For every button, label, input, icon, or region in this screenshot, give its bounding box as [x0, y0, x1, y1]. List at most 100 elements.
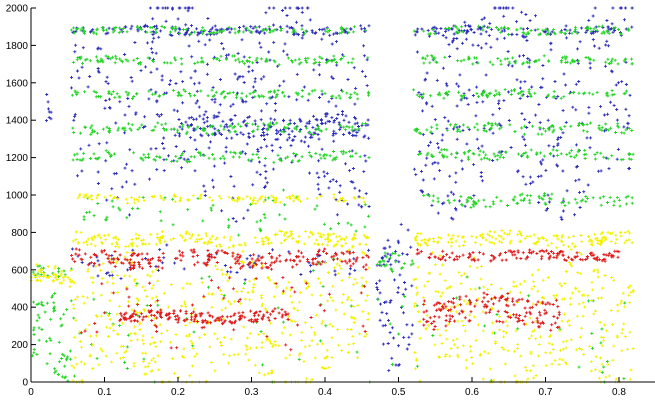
- data-point-green: [259, 57, 263, 61]
- data-point-green: [232, 150, 236, 154]
- data-point-green: [218, 59, 222, 62]
- data-point-green: [584, 152, 588, 156]
- data-point-blue: [591, 14, 595, 18]
- data-point-yellow: [243, 297, 247, 301]
- data-point-yellow: [581, 301, 585, 305]
- data-point-blue: [594, 25, 598, 29]
- data-point-blue: [144, 65, 148, 69]
- data-point-blue: [587, 105, 591, 109]
- data-point-green: [211, 124, 215, 128]
- data-point-blue: [389, 299, 393, 302]
- data-point-green: [453, 24, 457, 28]
- data-point-yellow: [349, 328, 353, 331]
- data-point-yellow: [508, 290, 512, 294]
- data-point-yellow: [129, 339, 133, 343]
- data-point-yellow: [503, 231, 507, 235]
- data-point-green: [333, 157, 337, 161]
- data-point-yellow: [342, 312, 346, 316]
- data-point-green: [597, 24, 601, 28]
- data-point-green: [520, 154, 524, 158]
- data-point-blue: [407, 343, 411, 347]
- data-point-yellow: [443, 279, 447, 283]
- data-point-green: [48, 352, 52, 356]
- data-point-blue: [229, 104, 233, 108]
- data-point-green: [599, 203, 603, 207]
- data-point-blue: [561, 209, 565, 213]
- data-point-yellow: [272, 295, 276, 299]
- data-point-red: [280, 315, 284, 319]
- data-point-blue: [396, 291, 400, 294]
- data-point-green: [504, 150, 507, 154]
- data-point-yellow: [553, 358, 557, 362]
- data-point-yellow: [222, 336, 226, 339]
- data-point-green: [293, 58, 297, 62]
- data-point-yellow: [99, 236, 103, 240]
- data-point-green: [193, 93, 196, 97]
- data-point-green: [80, 158, 84, 162]
- data-point-blue: [334, 198, 338, 202]
- data-point-yellow: [166, 305, 170, 309]
- data-point-blue: [507, 90, 510, 94]
- data-point-yellow: [347, 342, 351, 346]
- data-point-yellow: [600, 362, 604, 366]
- data-point-blue: [433, 161, 437, 164]
- data-point-green: [354, 151, 358, 155]
- data-point-yellow: [569, 338, 573, 342]
- data-point-blue: [380, 256, 384, 259]
- data-point-red: [89, 255, 93, 259]
- data-point-yellow: [579, 234, 583, 237]
- data-point-green: [552, 27, 556, 31]
- data-point-red: [361, 256, 365, 260]
- data-point-green: [295, 124, 299, 128]
- data-point-yellow: [133, 278, 137, 281]
- data-point-yellow: [280, 230, 283, 233]
- data-point-blue: [615, 157, 619, 161]
- data-point-yellow: [73, 356, 77, 360]
- data-point-blue: [521, 135, 525, 139]
- data-point-green: [612, 92, 616, 96]
- data-point-blue: [125, 162, 129, 166]
- data-point-blue: [154, 90, 158, 94]
- data-point-red: [252, 253, 256, 257]
- data-point-blue: [287, 136, 291, 140]
- data-point-yellow: [413, 304, 416, 308]
- data-point-blue: [624, 107, 628, 111]
- data-point-green: [536, 132, 540, 136]
- data-point-yellow: [208, 237, 212, 241]
- data-point-red: [127, 295, 131, 299]
- data-point-blue: [320, 37, 324, 41]
- data-point-green: [550, 192, 554, 196]
- data-point-green: [569, 61, 573, 65]
- data-point-blue: [334, 179, 338, 183]
- data-point-green: [442, 154, 446, 158]
- data-point-blue: [362, 170, 366, 174]
- data-point-yellow: [210, 199, 214, 202]
- data-point-yellow: [229, 235, 233, 239]
- data-point-yellow: [101, 276, 105, 280]
- data-point-yellow: [599, 356, 603, 360]
- data-point-blue: [449, 190, 453, 194]
- data-point-blue: [435, 78, 439, 82]
- data-point-yellow: [513, 349, 516, 353]
- data-point-blue: [275, 128, 278, 132]
- data-point-blue: [344, 162, 347, 166]
- data-point-blue: [230, 122, 234, 126]
- data-point-green: [192, 330, 196, 334]
- data-point-yellow: [548, 351, 552, 355]
- data-point-yellow: [322, 233, 326, 237]
- data-point-blue: [379, 302, 382, 306]
- data-point-yellow: [619, 231, 623, 234]
- data-point-yellow: [332, 196, 336, 200]
- data-point-blue: [307, 121, 311, 125]
- data-point-yellow: [413, 367, 417, 371]
- data-point-green: [235, 93, 239, 97]
- data-point-blue: [295, 32, 299, 36]
- data-point-green: [467, 196, 471, 199]
- data-point-green: [182, 88, 186, 92]
- data-point-green: [577, 59, 581, 63]
- data-point-blue: [197, 105, 201, 109]
- data-point-blue: [475, 85, 479, 89]
- data-point-blue: [440, 138, 444, 142]
- data-point-green: [222, 294, 226, 298]
- data-point-yellow: [183, 302, 187, 306]
